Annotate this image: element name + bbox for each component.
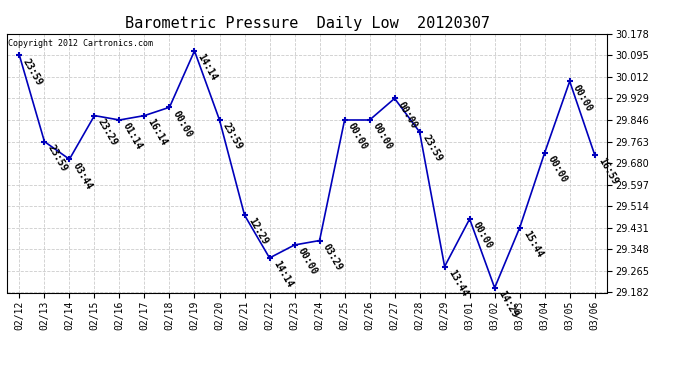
Text: 16:59: 16:59	[596, 156, 620, 187]
Text: 23:59: 23:59	[221, 122, 244, 152]
Text: Copyright 2012 Cartronics.com: Copyright 2012 Cartronics.com	[8, 39, 153, 48]
Text: 00:00: 00:00	[296, 246, 319, 277]
Text: 00:00: 00:00	[346, 122, 369, 152]
Text: 00:00: 00:00	[546, 154, 569, 184]
Text: 16:14: 16:14	[146, 117, 169, 147]
Text: 03:29: 03:29	[321, 242, 344, 272]
Text: 23:59: 23:59	[21, 57, 44, 87]
Title: Barometric Pressure  Daily Low  20120307: Barometric Pressure Daily Low 20120307	[125, 16, 489, 31]
Text: 14:29: 14:29	[496, 289, 520, 320]
Text: 23:29: 23:29	[96, 117, 119, 147]
Text: 13:44: 13:44	[446, 268, 469, 298]
Text: 00:00: 00:00	[371, 122, 394, 152]
Text: 01:14: 01:14	[121, 122, 144, 152]
Text: 00:00: 00:00	[171, 109, 194, 139]
Text: 23:59: 23:59	[46, 143, 69, 173]
Text: 00:00: 00:00	[571, 82, 594, 113]
Text: 15:44: 15:44	[521, 229, 544, 260]
Text: 03:44: 03:44	[71, 160, 94, 191]
Text: 00:00: 00:00	[471, 220, 494, 251]
Text: 12:29: 12:29	[246, 216, 269, 247]
Text: 14:14: 14:14	[271, 260, 294, 290]
Text: 23:59: 23:59	[421, 134, 444, 164]
Text: 00:00: 00:00	[396, 100, 420, 130]
Text: 14:14: 14:14	[196, 52, 219, 83]
